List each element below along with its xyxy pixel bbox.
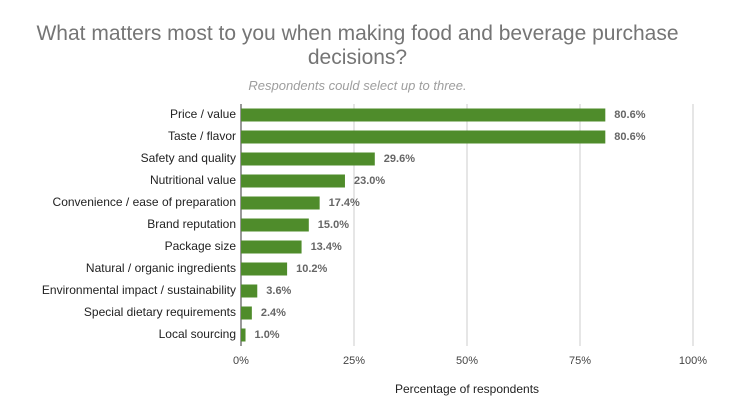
bar — [241, 130, 606, 144]
bar — [241, 284, 258, 298]
y-tick-label: Taste / flavor — [168, 129, 236, 143]
y-tick-label: Natural / organic ingredients — [86, 261, 236, 275]
bar — [241, 218, 309, 232]
value-label: 29.6% — [384, 153, 415, 165]
bar — [241, 262, 288, 276]
bar — [241, 152, 375, 166]
y-tick-label: Price / value — [170, 107, 236, 121]
bar — [241, 196, 320, 210]
y-tick-label: Nutritional value — [150, 173, 236, 187]
y-tick-label: Package size — [165, 239, 237, 253]
x-tick-label: 25% — [343, 355, 365, 367]
value-label: 2.4% — [261, 307, 286, 319]
bar — [241, 240, 302, 254]
x-tick-label: 75% — [569, 355, 591, 367]
x-tick-label: 50% — [456, 355, 478, 367]
value-label: 15.0% — [318, 219, 349, 231]
value-label: 80.6% — [614, 109, 645, 121]
chart-title: What matters most to you when making foo… — [36, 22, 679, 69]
y-tick-label: Safety and quality — [141, 151, 236, 165]
bar — [241, 328, 246, 342]
y-tick-label: Brand reputation — [147, 217, 236, 231]
chart-subtitle: Respondents could select up to three. — [248, 78, 467, 93]
bar — [241, 174, 345, 188]
bar — [241, 108, 606, 122]
value-label: 17.4% — [329, 197, 360, 209]
value-label: 23.0% — [354, 175, 385, 187]
x-axis-title: Percentage of respondents — [395, 382, 539, 396]
bar — [241, 306, 252, 320]
y-tick-label: Environmental impact / sustainability — [42, 283, 236, 297]
y-tick-label: Convenience / ease of preparation — [53, 195, 236, 209]
x-tick-label: 100% — [679, 355, 707, 367]
value-label: 80.6% — [614, 131, 645, 143]
x-tick-label: 0% — [233, 355, 249, 367]
value-label: 10.2% — [296, 263, 327, 275]
y-tick-label: Local sourcing — [159, 327, 236, 341]
y-tick-label: Special dietary requirements — [84, 305, 236, 319]
value-label: 3.6% — [266, 285, 291, 297]
value-label: 13.4% — [311, 241, 342, 253]
value-label: 1.0% — [255, 329, 280, 341]
